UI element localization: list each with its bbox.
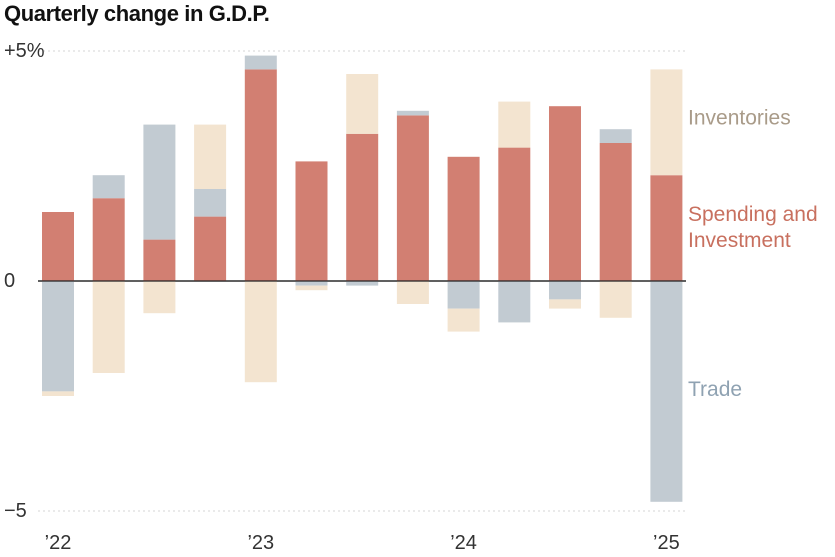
series-label-0-0: Inventories (688, 107, 791, 130)
bar-spending-and-investment-4 (244, 69, 277, 282)
bar-inventories-6 (346, 74, 379, 134)
bar-spending-and-investment-12 (650, 175, 683, 281)
x-tick-label: ’23 (247, 532, 274, 554)
bar-trade-10 (549, 281, 581, 300)
bar-inventories-7 (396, 281, 429, 304)
bar-trade-4 (244, 55, 277, 70)
bar-spending-and-investment-9 (498, 147, 531, 281)
series-label-1-0: Spending and (688, 203, 818, 226)
series-label-1-1: Investment (688, 229, 791, 252)
bar-spending-and-investment-1 (92, 198, 125, 281)
bar-inventories-8 (447, 308, 480, 332)
bar-spending-and-investment-6 (346, 133, 379, 281)
bar-spending-and-investment-10 (549, 106, 581, 281)
bar-inventories-12 (650, 69, 683, 176)
y-tick-label: +5% (4, 40, 45, 62)
bar-trade-8 (447, 281, 480, 309)
bar-trade-9 (498, 281, 531, 323)
bar-trade-0 (42, 281, 74, 392)
y-tick-label: 0 (4, 270, 15, 292)
bar-trade-12 (650, 281, 683, 502)
bar-inventories-0 (42, 391, 74, 396)
bar-trade-5 (295, 281, 328, 286)
bar-spending-and-investment-8 (447, 156, 480, 281)
bar-inventories-4 (244, 281, 277, 383)
bar-spending-and-investment-3 (194, 216, 227, 281)
bar-inventories-3 (194, 124, 227, 189)
x-tick-label: ’22 (45, 532, 72, 554)
bar-inventories-5 (295, 285, 328, 291)
chart-title: Quarterly change in G.D.P. (4, 1, 270, 26)
bar-trade-3 (194, 189, 227, 217)
bar-inventories-2 (143, 281, 176, 314)
bar-spending-and-investment-2 (143, 239, 176, 281)
bar-trade-6 (346, 281, 379, 286)
bar-spending-and-investment-7 (396, 115, 429, 282)
bar-trade-1 (92, 175, 125, 199)
bar-trade-2 (143, 124, 176, 240)
bar-trade-7 (396, 110, 429, 116)
bar-spending-and-investment-0 (42, 212, 74, 281)
bar-trade-11 (599, 129, 632, 143)
bar-spending-and-investment-11 (599, 143, 632, 281)
bar-inventories-1 (92, 281, 125, 373)
bar-inventories-9 (498, 101, 531, 148)
bar-inventories-10 (549, 299, 581, 309)
bar-inventories-11 (599, 281, 632, 318)
bar-spending-and-investment-5 (295, 161, 328, 281)
series-label-2-0: Trade (688, 378, 742, 401)
y-tick-label: −5 (4, 500, 27, 522)
x-tick-label: ’24 (450, 532, 477, 554)
x-tick-label: ’25 (653, 532, 680, 554)
